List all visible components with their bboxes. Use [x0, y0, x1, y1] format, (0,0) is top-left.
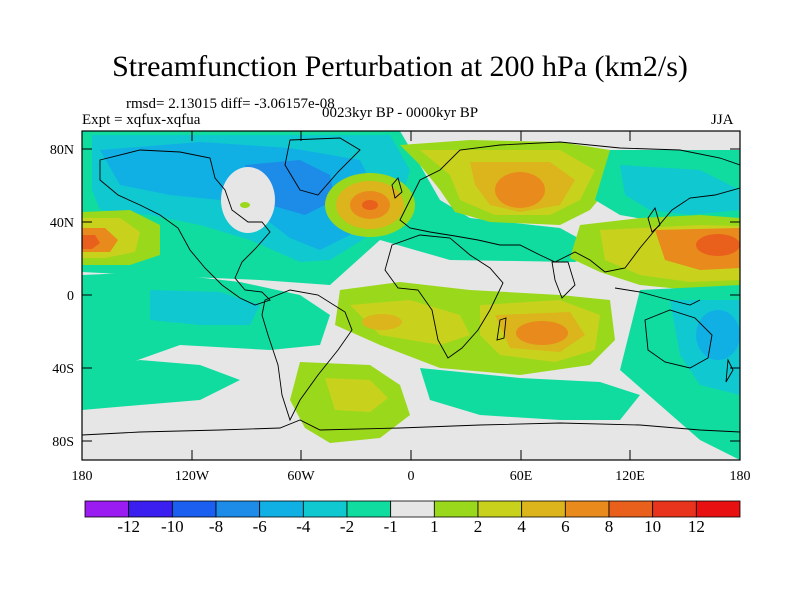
coast-eurasia: [399, 141, 740, 273]
colorbar-box: [521, 500, 566, 518]
contour-natl-pos-4: [362, 200, 378, 210]
colorbar-label: -12: [117, 517, 140, 536]
colorbar-label: 8: [605, 517, 614, 536]
colorbar-label: 1: [430, 517, 439, 536]
lon-label-120e: 120E: [615, 469, 645, 484]
contour-greenland-gap: [221, 167, 275, 233]
lat-axis: 80N 40N 0 40S 80S: [50, 143, 740, 450]
coast-india: [551, 261, 576, 299]
colorbar-label: -8: [209, 517, 223, 536]
contour-npac-pos-4: [82, 235, 100, 249]
colorbar-box: [302, 500, 348, 518]
contour-neasia-neg-2: [620, 165, 740, 215]
lon-axis: 180 120W 60W 0 60E 120E 180: [72, 131, 751, 484]
colorbar-box: [652, 500, 697, 518]
colorbar-labels: -12 -10 -8 -6 -4 -2 -1 1 2 4 6 8 10 12: [117, 517, 704, 536]
colorbar-box: [171, 500, 217, 518]
colorbar-label: -10: [161, 517, 184, 536]
colorbar-label: -1: [384, 517, 398, 536]
contour-safr-pos-2: [350, 300, 470, 345]
lat-label-40s: 40S: [52, 362, 74, 377]
coast-british-isles: [391, 177, 403, 199]
colorbar-box: [128, 500, 173, 518]
lon-label-60e: 60E: [510, 469, 533, 484]
colorbar-box: [215, 500, 261, 518]
period-label: 0023kyr BP - 0000kyr BP: [322, 105, 479, 121]
coastlines: [82, 137, 740, 436]
coast-new-zealand: [725, 358, 734, 383]
colorbar-box: [608, 500, 654, 518]
contour-tep-neg-2: [150, 290, 260, 325]
experiment-label: Expt = xqfux-xqfua: [82, 112, 201, 128]
coast-africa: [384, 234, 504, 359]
colorbar-box: [259, 500, 304, 518]
colorbar-label: -4: [296, 517, 311, 536]
contour-aus-neg-3: [696, 310, 740, 360]
colorbar-label: 6: [561, 517, 570, 536]
season-label: JJA: [711, 112, 734, 128]
coast-madagascar: [496, 317, 507, 341]
contour-greenland-pos: [240, 202, 250, 208]
coast-greenland: [284, 137, 361, 196]
coast-japan: [647, 206, 661, 233]
coast-australia: [644, 309, 713, 369]
colorbar-box: [346, 500, 392, 518]
lon-label-0: 0: [408, 469, 415, 484]
lon-label-120w: 120W: [175, 469, 210, 484]
lon-label-180e: 180: [730, 469, 751, 484]
coast-north-america: [99, 149, 271, 306]
lon-label-60w: 60W: [287, 469, 315, 484]
coast-se-asia: [614, 287, 701, 306]
colorbar: [84, 500, 741, 518]
lon-label-180w: 180: [72, 469, 93, 484]
colorbar-box: [433, 500, 479, 518]
colorbar-label: 2: [474, 517, 483, 536]
contour-soc-neg-2: [82, 360, 240, 410]
colorbar-box: [390, 500, 435, 518]
lat-label-80n: 80N: [50, 143, 74, 158]
coast-antarctica: [82, 419, 740, 436]
contour-soc-pos-2: [325, 378, 388, 412]
coast-south-america: [261, 289, 353, 422]
contour-safr-pos-5: [516, 321, 568, 345]
contour-wpac-pos-4: [696, 234, 740, 256]
lat-label-0: 0: [67, 289, 74, 304]
colorbar-label: -2: [340, 517, 354, 536]
lat-label-40n: 40N: [50, 216, 74, 231]
colorbar-box: [477, 500, 523, 518]
colorbar-label: 10: [644, 517, 661, 536]
contour-fields: [82, 131, 740, 460]
colorbar-box: [695, 500, 741, 518]
colorbar-label: -6: [253, 517, 267, 536]
contour-eurasia-pos-4: [495, 172, 545, 208]
colorbar-label: 4: [517, 517, 526, 536]
figure-title: Streamfunction Perturbation at 200 hPa (…: [112, 50, 688, 83]
stats-text: rmsd= 2.13015 diff= -3.06157e-08: [126, 96, 335, 112]
colorbar-box: [564, 500, 610, 518]
lat-label-80s: 80S: [52, 435, 74, 450]
colorbar-label: 12: [688, 517, 705, 536]
contour-soc-neg-1: [420, 368, 640, 420]
contour-satl-pos-3: [362, 314, 402, 330]
colorbar-box: [84, 500, 130, 518]
